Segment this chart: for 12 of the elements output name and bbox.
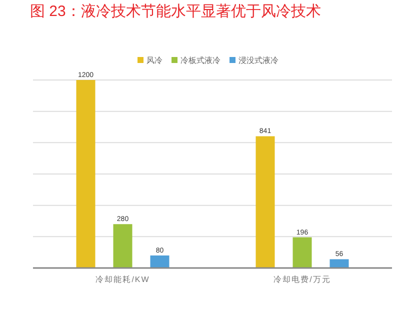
x-tick-label: 冷却电费/万元 (274, 275, 331, 284)
chart-title: 图 23：液冷技术节能水平显著优于风冷技术 (30, 3, 321, 20)
bar (256, 136, 275, 268)
bar (113, 224, 132, 268)
bar (76, 80, 96, 268)
legend-label: 风冷 (146, 56, 162, 65)
legend-label: 浸没式液冷 (238, 56, 278, 65)
bar (330, 259, 349, 268)
x-tick-label: 冷却能耗/KW (96, 275, 150, 284)
legend-label: 冷板式液冷 (180, 56, 220, 65)
bar (292, 237, 312, 268)
bar (150, 255, 170, 268)
